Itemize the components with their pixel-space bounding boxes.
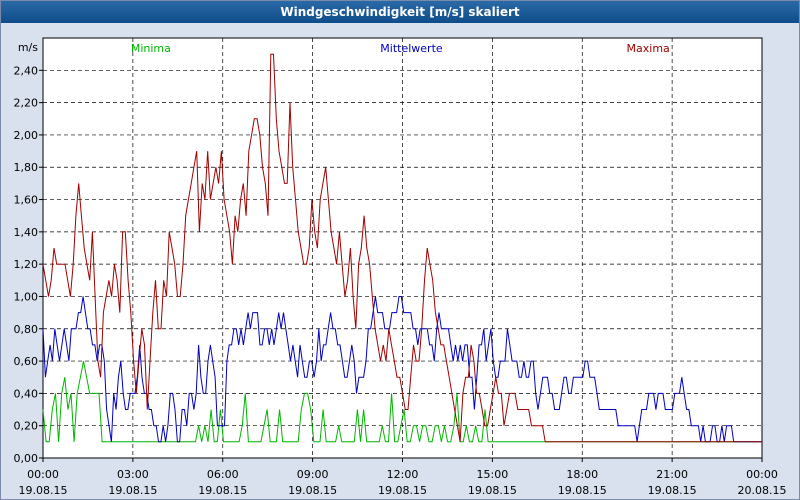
series-group [42, 53, 762, 443]
legend-entry: Minima [131, 42, 171, 55]
x-tick-time: 18:00 [566, 468, 598, 481]
x-tick-time: 03:00 [117, 468, 149, 481]
x-tick-time: 21:00 [656, 468, 688, 481]
x-tick-date: 19.08.15 [378, 484, 427, 497]
x-tick-date: 20.08.15 [738, 484, 787, 497]
y-tick-label: 0,00 [14, 452, 39, 465]
y-axis-label: m/s [18, 41, 38, 54]
x-axis: 00:00 19.08.15 03:00 19.08.15 06:00 19.08.15 0… [19, 458, 787, 497]
chart: 0,00 0,20 0,40 0,60 0,80 1,00 1,20 1,40 1,60 1,80… [14, 37, 787, 497]
y-tick-label: 2,20 [14, 97, 39, 110]
y-tick-label: 0,40 [14, 387, 39, 400]
x-tick-time: 00:00 [27, 468, 59, 481]
x-tick-date: 19.08.15 [288, 484, 337, 497]
y-tick-label: 2,00 [14, 129, 39, 142]
y-tick-label: 2,40 [14, 64, 39, 77]
series-line-maxima [42, 53, 762, 443]
x-tick-date: 19.08.15 [648, 484, 697, 497]
y-tick-label: 1,40 [14, 226, 39, 239]
y-tick-label: 1,60 [14, 194, 39, 207]
x-tick-date: 19.08.15 [108, 484, 157, 497]
y-tick-label: 1,20 [14, 258, 39, 271]
x-tick-time: 06:00 [207, 468, 239, 481]
y-tick-label: 1,80 [14, 161, 39, 174]
series-line-mittelwerte [42, 296, 762, 443]
legend: Minima Mittelwerte Maxima [131, 42, 670, 55]
y-tick-label: 0,20 [14, 420, 39, 433]
y-tick-label: 0,60 [14, 355, 39, 368]
x-tick-date: 19.08.15 [468, 484, 517, 497]
y-tick-label: 0,80 [14, 323, 39, 336]
legend-entry: Maxima [627, 42, 670, 55]
window-title: Windgeschwindigkeit [m/s] skaliert [1, 1, 799, 23]
x-tick-date: 19.08.15 [558, 484, 607, 497]
y-tick-label: 1,00 [14, 290, 39, 303]
x-tick-time: 12:00 [387, 468, 419, 481]
x-tick-date: 19.08.15 [19, 484, 68, 497]
x-tick-time: 09:00 [297, 468, 329, 481]
x-tick-date: 19.08.15 [198, 484, 247, 497]
x-tick-time: 15:00 [477, 468, 509, 481]
legend-entry: Mittelwerte [380, 42, 443, 55]
x-tick-time: 00:00 [746, 468, 778, 481]
y-axis: 0,00 0,20 0,40 0,60 0,80 1,00 1,20 1,40 1,60 1,80… [14, 41, 43, 465]
